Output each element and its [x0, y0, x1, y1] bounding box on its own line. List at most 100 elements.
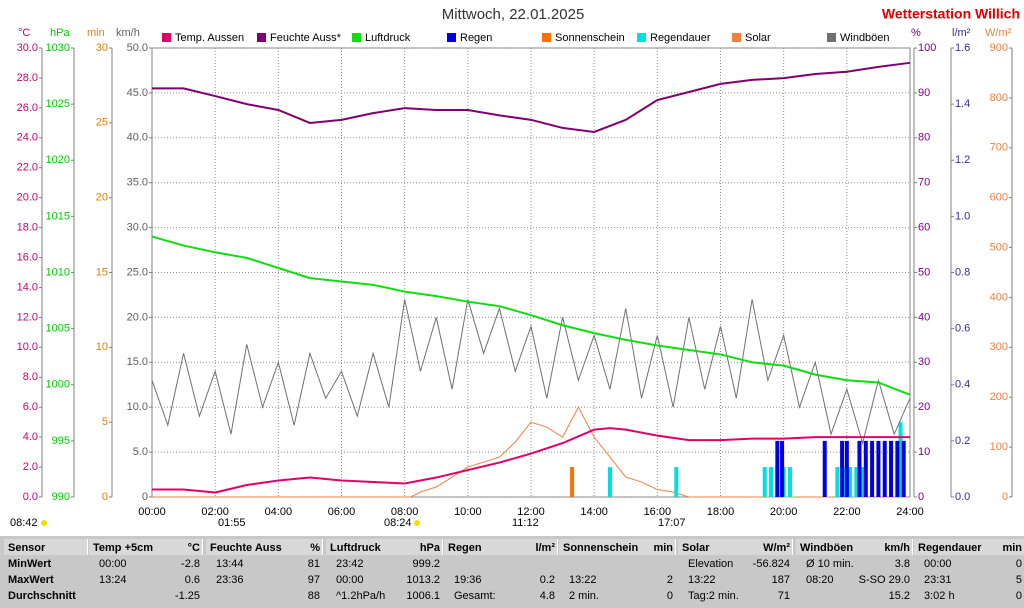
x-tick-label: 14:00	[580, 506, 608, 518]
x-tick-label: 02:00	[201, 506, 229, 518]
y-tick-label: 995	[52, 435, 70, 447]
y-tick-label: 1025	[46, 98, 70, 110]
cell-value: 0	[1015, 590, 1022, 602]
y-tick-label: 30	[96, 42, 108, 54]
cell-time: Tag:2 min.	[688, 590, 739, 602]
header-name: Regen	[448, 542, 482, 554]
y-tick-label: 80	[918, 132, 930, 144]
cell-value: 1006.1	[406, 590, 440, 602]
y-tick-label: 8.0	[23, 371, 38, 383]
axis-unit: hPa	[50, 27, 70, 39]
series-bar	[780, 440, 785, 497]
series-bar	[882, 440, 887, 497]
legend-label: Regen	[460, 32, 492, 44]
cell-value: 15.2	[888, 590, 910, 602]
y-tick-label: 100	[918, 42, 936, 54]
header-cell	[444, 539, 558, 555]
y-tick-label: 70	[918, 177, 930, 189]
sun-icon	[414, 520, 420, 526]
cell-time: Gesamt:	[454, 590, 496, 602]
cell-value: S-SO 29.0	[858, 574, 910, 586]
y-tick-label: 1.6	[955, 42, 970, 54]
y-tick-label: 0.0	[23, 491, 38, 503]
y-tick-label: 200	[990, 391, 1008, 403]
cell-time: 13:24	[99, 574, 127, 586]
annotation: 08:24	[384, 517, 412, 529]
annotation: 08:42	[10, 517, 38, 529]
x-tick-label: 00:00	[138, 506, 166, 518]
series-line	[151, 235, 911, 396]
x-tick-label: 12:00	[517, 506, 545, 518]
y-tick-label: 0	[142, 491, 148, 503]
y-tick-label: 6.0	[23, 401, 38, 413]
y-tick-label: 0.4	[955, 379, 970, 391]
series-line	[152, 406, 910, 498]
series-bar	[889, 440, 894, 497]
y-tick-label: 0.8	[955, 266, 970, 278]
x-tick-label: 16:00	[644, 506, 672, 518]
axis-unit: km/h	[116, 27, 140, 39]
axis-unit: %	[911, 27, 921, 39]
y-tick-label: 1.0	[955, 210, 970, 222]
cell-value: 81	[307, 558, 320, 570]
axis-unit: l/m²	[952, 27, 971, 39]
header-cell	[678, 539, 793, 555]
header-name: Windböen	[800, 542, 854, 554]
y-tick-label: 800	[990, 92, 1008, 104]
header-unit: °C	[187, 542, 200, 554]
series-bar	[863, 440, 868, 497]
y-tick-label: 10	[918, 446, 930, 458]
y-tick-label: 1010	[46, 266, 70, 278]
sun-icon	[41, 520, 47, 526]
cell-value: 97	[307, 574, 320, 586]
y-tick-label: 20	[96, 192, 108, 204]
y-tick-label: 30	[918, 356, 930, 368]
cell-time: 00:00	[336, 574, 364, 586]
x-tick-label: 10:00	[454, 506, 482, 518]
series-bar	[847, 467, 852, 497]
cell-time: 13:22	[569, 574, 597, 586]
x-tick-label: 18:00	[707, 506, 735, 518]
cell-time: Ø 10 min.	[806, 558, 854, 570]
series-line	[151, 299, 911, 446]
header-unit: %	[310, 542, 320, 554]
header-name: Luftdruck	[330, 542, 381, 554]
y-tick-label: 24.0	[17, 132, 38, 144]
legend-swatch	[637, 33, 646, 42]
row-label: MaxWert	[8, 574, 54, 586]
cell-value: 187	[771, 574, 790, 586]
x-tick-label: 22:00	[833, 506, 861, 518]
cell-value: 5	[1015, 574, 1022, 586]
legend-swatch	[732, 33, 741, 42]
header-name: Regendauer	[918, 542, 982, 554]
header-name: Sonnenschein	[563, 542, 639, 554]
axis-unit: min	[87, 27, 105, 39]
cell-time: 00:00	[924, 558, 952, 570]
legend-swatch	[257, 33, 266, 42]
cell-time: 23:31	[924, 574, 952, 586]
cell-time: ^1.2hPa/h	[336, 590, 386, 602]
y-tick-label: 12.0	[17, 311, 38, 323]
y-tick-label: 0	[918, 491, 924, 503]
header-cell	[796, 539, 913, 555]
annotation: 17:07	[658, 517, 686, 529]
series-bar	[860, 467, 865, 497]
legend-swatch	[542, 33, 551, 42]
legend-swatch	[447, 33, 456, 42]
annotation: 01:55	[218, 517, 246, 529]
y-tick-label: 28.0	[17, 72, 38, 84]
x-tick-label: 08:00	[391, 506, 419, 518]
y-tick-label: 60	[918, 222, 930, 234]
y-tick-label: 1015	[46, 210, 70, 222]
row-label: Durchschnitt	[8, 590, 76, 602]
cell-value: -56.824	[752, 558, 790, 570]
cell-value: 88	[307, 590, 320, 602]
y-tick-label: 0	[1002, 491, 1008, 503]
y-tick-label: 45.0	[127, 87, 148, 99]
series-bar	[822, 440, 827, 497]
cell-value: 0	[1015, 558, 1022, 570]
y-tick-label: 90	[918, 87, 930, 99]
cell-time: 23:36	[216, 574, 244, 586]
y-tick-label: 5.0	[133, 446, 148, 458]
legend-label: Solar	[745, 32, 771, 44]
